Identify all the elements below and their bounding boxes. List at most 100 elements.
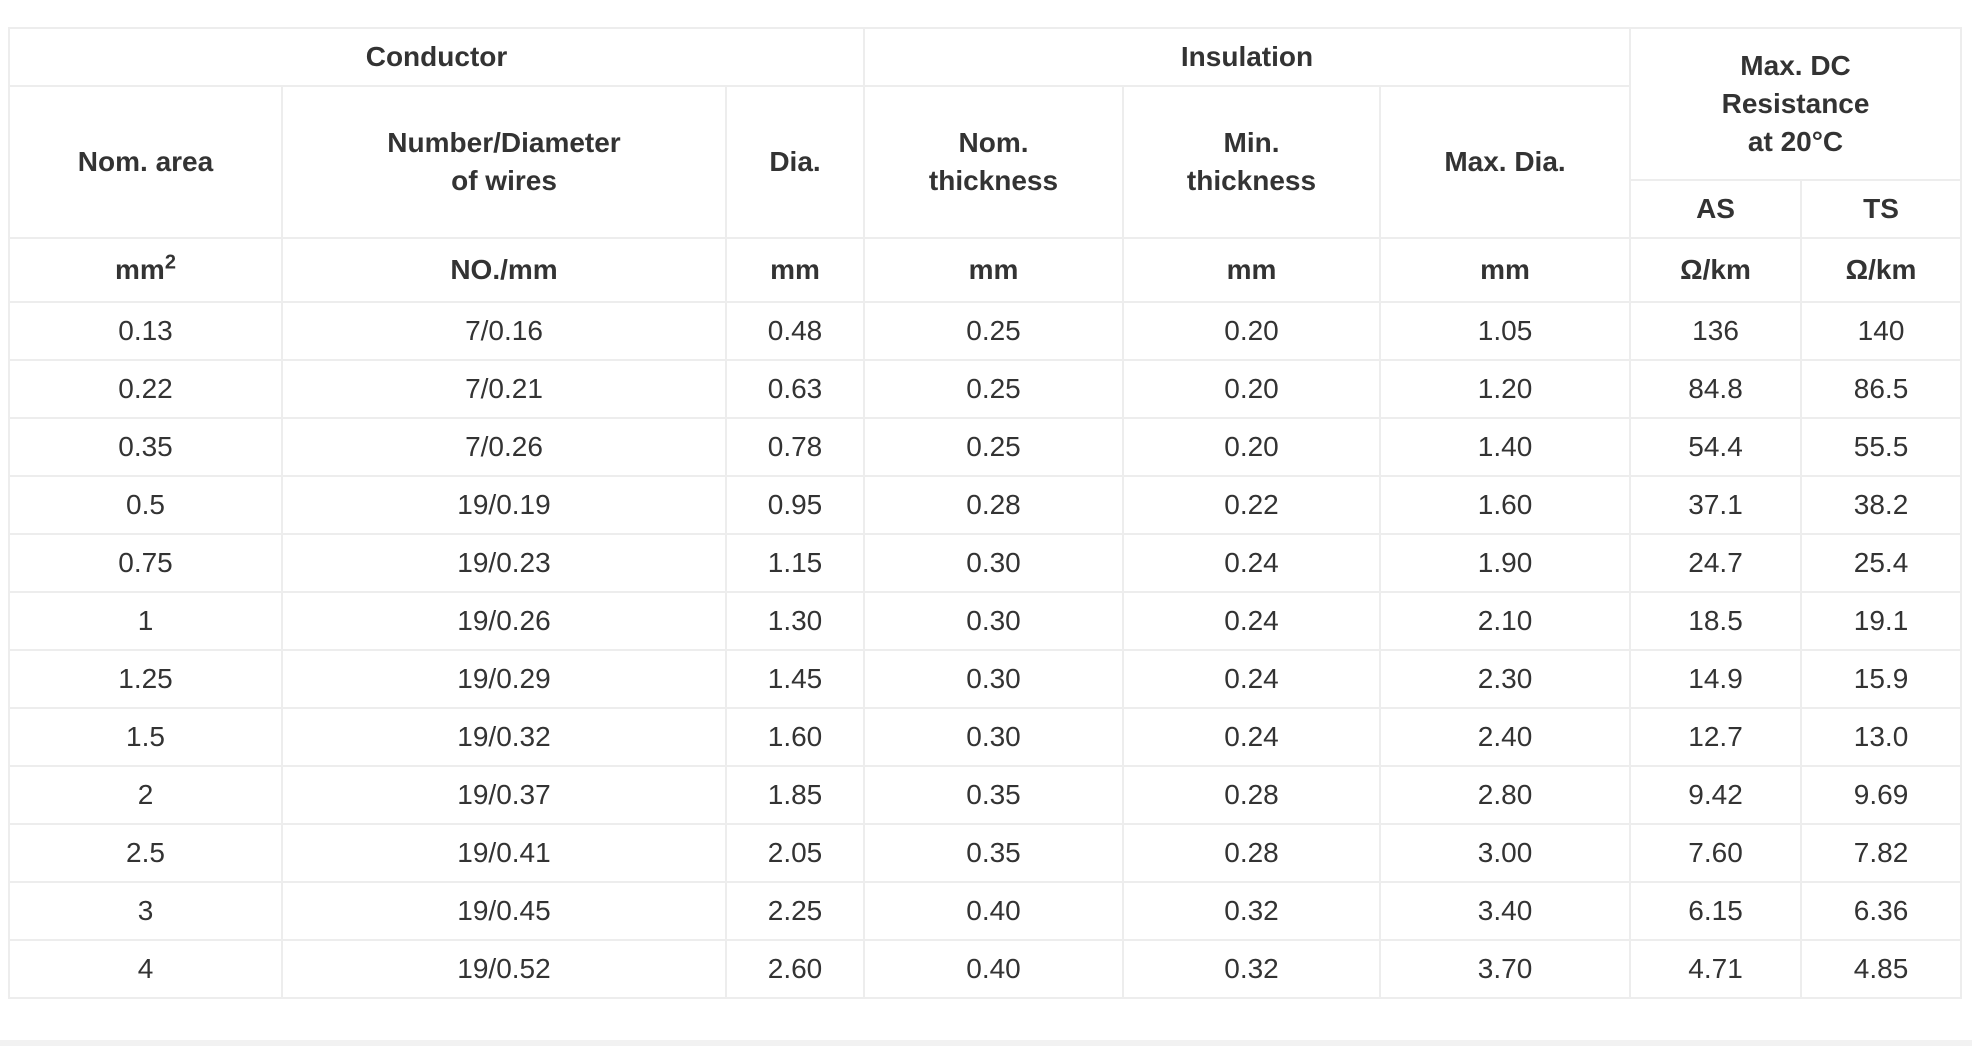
table-cell: 3.00 bbox=[1378, 823, 1632, 883]
table-cell: 54.4 bbox=[1629, 417, 1803, 477]
table-cell: 2.30 bbox=[1378, 649, 1632, 709]
table-cell: 2.40 bbox=[1378, 707, 1632, 767]
unit-as: Ω/km bbox=[1629, 237, 1803, 303]
table-cell: 0.24 bbox=[1122, 533, 1381, 593]
table-cell: 19/0.19 bbox=[281, 475, 727, 535]
table-cell: 0.25 bbox=[863, 359, 1124, 419]
unit-area-base: mm bbox=[115, 254, 165, 285]
table-cell: 19/0.29 bbox=[281, 649, 727, 709]
table-row: 2 19/0.37 1.85 0.35 0.28 2.80 9.42 9.69 bbox=[8, 765, 1963, 825]
col-header-dia: Dia. bbox=[725, 85, 865, 239]
table-row: 1.25 19/0.29 1.45 0.30 0.24 2.30 14.9 15.9 bbox=[8, 649, 1963, 709]
insulation-group-header: Insulation bbox=[862, 27, 1632, 87]
table-cell: 3 bbox=[8, 881, 283, 941]
col-header-nom-thickness: Nom. thickness bbox=[863, 85, 1124, 239]
wire-spec-table: Conductor Insulation Max. DC Resistance … bbox=[8, 27, 1963, 999]
table-cell: 19.1 bbox=[1800, 591, 1963, 651]
table-row: 0.35 7/0.26 0.78 0.25 0.20 1.40 54.4 55.5 bbox=[8, 417, 1963, 477]
table-cell: 0.20 bbox=[1122, 359, 1381, 419]
table-cell: 38.2 bbox=[1800, 475, 1963, 535]
table-cell: 19/0.23 bbox=[281, 533, 727, 593]
table-cell: 0.28 bbox=[863, 475, 1124, 535]
table-cell: 0.30 bbox=[863, 533, 1124, 593]
col-header-min-thickness: Min. thickness bbox=[1122, 85, 1381, 239]
table-cell: 9.42 bbox=[1629, 765, 1803, 825]
table-cell: 0.20 bbox=[1122, 417, 1381, 477]
table-cell: 84.8 bbox=[1629, 359, 1803, 419]
table-cell: 9.69 bbox=[1800, 765, 1963, 825]
table-cell: 7/0.16 bbox=[281, 301, 727, 361]
unit-max-dia: mm bbox=[1378, 237, 1632, 303]
table-cell: 0.30 bbox=[863, 707, 1124, 767]
table-cell: 0.13 bbox=[8, 301, 283, 361]
table-cell: 7/0.26 bbox=[281, 417, 727, 477]
table-cell: 1.5 bbox=[8, 707, 283, 767]
table-cell: 2 bbox=[8, 765, 283, 825]
table-cell: 55.5 bbox=[1800, 417, 1963, 477]
resistance-header-line3: at 20°C bbox=[1747, 126, 1844, 157]
table-cell: 0.30 bbox=[863, 591, 1124, 651]
table-cell: 4 bbox=[8, 939, 283, 999]
table-cell: 0.35 bbox=[863, 823, 1124, 883]
table-cell: 0.24 bbox=[1122, 707, 1381, 767]
table-cell: 24.7 bbox=[1629, 533, 1803, 593]
table-cell: 0.78 bbox=[725, 417, 865, 477]
table-cell: 18.5 bbox=[1629, 591, 1803, 651]
number-diameter-line1: Number/Diameter bbox=[387, 127, 621, 158]
table-cell: 1.15 bbox=[725, 533, 865, 593]
header-sub-row: Nom. area Number/Diameter of wires Dia. … bbox=[8, 85, 1961, 239]
nom-thickness-line1: Nom. bbox=[958, 127, 1029, 158]
table-cell: 1.05 bbox=[1378, 301, 1632, 361]
unit-nom-thickness: mm bbox=[863, 237, 1124, 303]
table-cell: 19/0.32 bbox=[281, 707, 727, 767]
header-group-row: Conductor Insulation Max. DC Resistance … bbox=[8, 27, 1963, 181]
table-cell: 0.25 bbox=[863, 301, 1124, 361]
table-cell: 0.75 bbox=[8, 533, 283, 593]
header-as-ts-row: AS TS bbox=[9, 179, 1963, 239]
table-cell: 0.20 bbox=[1122, 301, 1381, 361]
table-cell: 19/0.37 bbox=[281, 765, 727, 825]
table-cell: 12.7 bbox=[1629, 707, 1803, 767]
resistance-header-line1: Max. DC bbox=[1740, 50, 1851, 81]
table-cell: 0.28 bbox=[1122, 765, 1381, 825]
table-cell: 0.24 bbox=[1122, 649, 1381, 709]
table-row: 0.13 7/0.16 0.48 0.25 0.20 1.05 136 140 bbox=[8, 301, 1963, 361]
table-cell: 0.25 bbox=[863, 417, 1124, 477]
unit-min-thickness: mm bbox=[1122, 237, 1381, 303]
table-cell: 6.36 bbox=[1800, 881, 1963, 941]
nom-thickness-line2: thickness bbox=[928, 165, 1059, 196]
table-cell: 19/0.45 bbox=[281, 881, 727, 941]
table-cell: 136 bbox=[1629, 301, 1803, 361]
table-cell: 1.25 bbox=[8, 649, 283, 709]
table-cell: 0.24 bbox=[1122, 591, 1381, 651]
table-cell: 7/0.21 bbox=[281, 359, 727, 419]
table-cell: 13.0 bbox=[1800, 707, 1963, 767]
table-cell: 2.5 bbox=[8, 823, 283, 883]
table-cell: 2.25 bbox=[725, 881, 865, 941]
table-cell: 0.95 bbox=[725, 475, 865, 535]
col-header-nom-area: Nom. area bbox=[8, 85, 283, 239]
table-cell: 1.20 bbox=[1378, 359, 1632, 419]
table-cell: 7.82 bbox=[1800, 823, 1963, 883]
table-cell: 3.70 bbox=[1378, 939, 1632, 999]
table-cell: 2.10 bbox=[1378, 591, 1632, 651]
table-cell: 25.4 bbox=[1800, 533, 1963, 593]
table-cell: 0.32 bbox=[1122, 939, 1381, 999]
number-diameter-line2: of wires bbox=[451, 165, 557, 196]
table-row: 2.5 19/0.41 2.05 0.35 0.28 3.00 7.60 7.82 bbox=[8, 823, 1963, 883]
spec-table-body: 0.13 7/0.16 0.48 0.25 0.20 1.05 136 140 0.22 7/0.… bbox=[8, 301, 1963, 999]
table-cell: 19/0.26 bbox=[281, 591, 727, 651]
table-cell: 19/0.52 bbox=[281, 939, 727, 999]
unit-nom-area: mm2 bbox=[8, 237, 283, 303]
table-cell: 19/0.41 bbox=[281, 823, 727, 883]
table-cell: 0.30 bbox=[863, 649, 1124, 709]
table-cell: 0.48 bbox=[725, 301, 865, 361]
table-cell: 3.40 bbox=[1378, 881, 1632, 941]
table-cell: 1.60 bbox=[1378, 475, 1632, 535]
table-cell: 6.15 bbox=[1629, 881, 1803, 941]
unit-number-diameter: NO./mm bbox=[281, 237, 727, 303]
table-row: 3 19/0.45 2.25 0.40 0.32 3.40 6.15 6.36 bbox=[8, 881, 1963, 941]
min-thickness-line1: Min. bbox=[1223, 127, 1280, 158]
table-cell: 86.5 bbox=[1800, 359, 1963, 419]
table-cell: 2.05 bbox=[725, 823, 865, 883]
